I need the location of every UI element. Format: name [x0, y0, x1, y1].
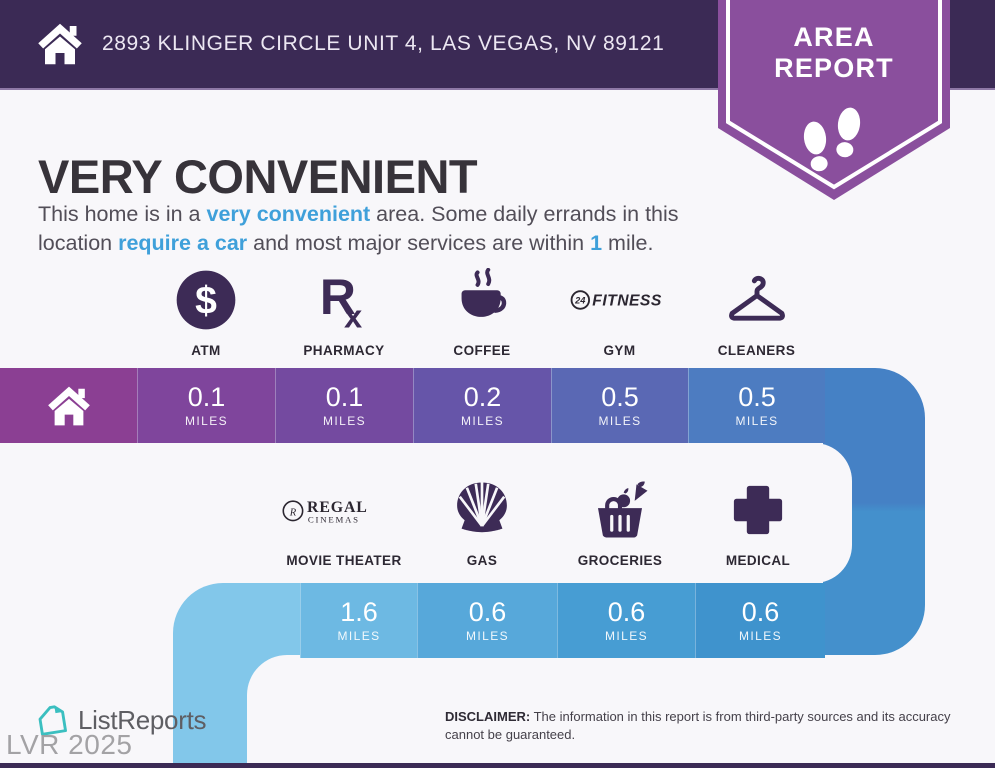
footprints-icon	[803, 107, 861, 172]
description-segment: area. Some daily errands in this	[370, 201, 679, 226]
disclaimer-label: DISCLAIMER:	[445, 709, 531, 724]
distance-segment: 0.5 MILES	[551, 368, 688, 443]
place-label: MOVIE THEATER	[286, 553, 402, 568]
atm-dollar-icon: $	[137, 256, 275, 343]
distance-bar-row2: 1.6 MILES 0.6 MILES 0.6 MILES 0.6 MILES	[0, 583, 825, 658]
place-label: COFFEE	[453, 343, 511, 358]
place-medical: MEDICAL	[689, 466, 827, 570]
svg-text:R: R	[320, 268, 356, 324]
distance-segment: 0.1 MILES	[275, 368, 413, 443]
distance-value: 0.2	[463, 381, 502, 412]
description-highlight: 1	[590, 231, 603, 255]
place-cleaners: CLEANERS	[688, 256, 825, 360]
place-label: GAS	[466, 553, 498, 568]
home-segment	[0, 368, 137, 443]
listreports-logo-icon	[38, 705, 67, 736]
description-highlight: require a car	[118, 231, 248, 255]
distance-unit: MILES	[598, 413, 642, 428]
distance-unit: MILES	[735, 413, 779, 428]
header-divider	[0, 88, 995, 90]
description-highlight: very convenient	[206, 201, 371, 226]
shell-gas-icon	[413, 466, 551, 553]
place-gas: GAS	[413, 466, 551, 570]
description-segment: location	[38, 231, 119, 255]
brand-name: ListReports	[78, 704, 207, 735]
distance-segment: 0.5 MILES	[688, 368, 825, 443]
place-label: GYM	[603, 343, 636, 358]
distance-unit: MILES	[604, 628, 648, 643]
svg-text:x: x	[344, 297, 362, 331]
svg-text:$: $	[195, 279, 217, 322]
svg-text:FITNESS: FITNESS	[592, 292, 662, 309]
route-inner-corner-right	[610, 443, 852, 583]
watermark: LVR 2025	[6, 729, 133, 760]
distance-unit: MILES	[738, 628, 782, 643]
description-text: This home is in a very convenient area. …	[38, 200, 728, 259]
distance-segment: 1.6 MILES	[300, 583, 417, 658]
description-segment: This home is in a	[38, 201, 207, 226]
place-label: CLEANERS	[717, 343, 796, 358]
place-movie-theater: R REGAL CINEMAS MOVIE THEATER	[265, 466, 423, 570]
place-label: MEDICAL	[725, 553, 791, 568]
home-icon	[38, 23, 82, 65]
place-label: PHARMACY	[303, 343, 385, 358]
hanger-icon	[688, 256, 825, 343]
distance-segment: 0.6 MILES	[557, 583, 695, 658]
grocery-basket-icon	[551, 466, 689, 553]
distance-value: 0.1	[187, 381, 226, 412]
disclaimer: DISCLAIMER: The information in this repo…	[445, 709, 951, 742]
distance-segment: 0.6 MILES	[417, 583, 557, 658]
svg-text:CINEMAS: CINEMAS	[308, 514, 360, 524]
distance-value: 1.6	[340, 596, 378, 627]
page-title: VERY CONVENIENT	[38, 150, 478, 204]
area-report-badge: AREA REPORT	[718, 0, 950, 204]
coffee-cup-icon	[413, 256, 551, 343]
medical-cross-icon	[689, 466, 827, 553]
distance-value: 0.1	[325, 381, 364, 412]
distance-unit: MILES	[322, 413, 366, 428]
description-segment: mile.	[602, 231, 654, 255]
24-hour-fitness-logo: 24 FITNESS	[551, 256, 688, 343]
place-atm: $ ATM	[137, 256, 275, 360]
distance-bar-row1: 0.1 MILES 0.1 MILES 0.2 MILES 0.5 MILES 0.5 MILES	[0, 368, 825, 443]
distance-segment: 0.1 MILES	[137, 368, 275, 443]
place-coffee: COFFEE	[413, 256, 551, 360]
place-groceries: GROCERIES	[551, 466, 689, 570]
distance-segment: 0.6 MILES	[695, 583, 825, 658]
listreports-brand: ListReports	[34, 700, 207, 740]
distance-unit: MILES	[337, 628, 381, 643]
distance-unit: MILES	[465, 628, 509, 643]
place-label: GROCERIES	[577, 553, 663, 568]
description-segment: and most major services are within	[247, 231, 591, 255]
regal-cinemas-logo: R REGAL CINEMAS	[265, 466, 423, 553]
home-icon	[47, 386, 90, 425]
route-inner-corner-left	[247, 655, 687, 768]
distance-value: 0.5	[738, 381, 776, 412]
place-gym: 24 FITNESS GYM	[551, 256, 688, 360]
distance-value: 0.6	[607, 596, 646, 627]
svg-text:24: 24	[574, 295, 585, 305]
badge-title: AREA REPORT	[774, 22, 894, 83]
distance-value: 0.6	[741, 596, 780, 627]
svg-text:REGAL: REGAL	[307, 498, 368, 515]
property-address: 2893 KLINGER CIRCLE UNIT 4, LAS VEGAS, N…	[102, 32, 665, 55]
place-label: ATM	[191, 343, 221, 358]
svg-text:R: R	[289, 507, 297, 518]
bottom-edge-strip	[0, 763, 995, 768]
distance-value: 0.5	[601, 381, 639, 412]
distance-segment: 0.2 MILES	[413, 368, 551, 443]
distance-value: 0.6	[468, 596, 507, 627]
distance-unit: MILES	[184, 413, 228, 428]
distance-unit: MILES	[460, 413, 504, 428]
